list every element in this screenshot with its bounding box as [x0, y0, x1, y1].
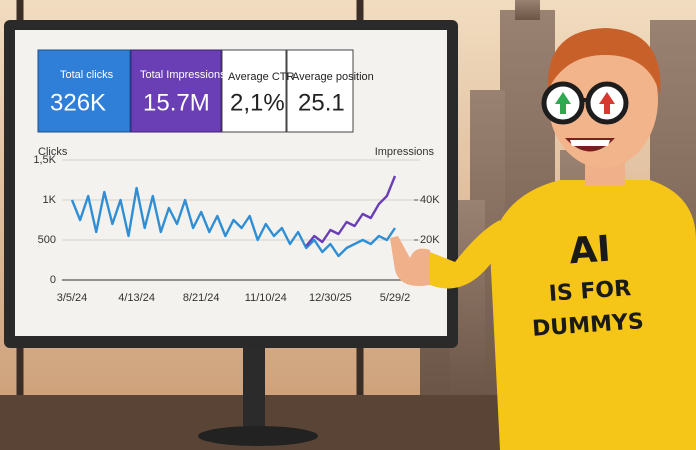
card-value: 25.1 — [298, 89, 345, 116]
y2-axis-title: Impressions — [375, 146, 435, 158]
y-tick-label: 500 — [38, 234, 56, 246]
character: AI IS FOR DUMMYS — [390, 28, 696, 450]
card-label: Total Impressions — [140, 69, 226, 81]
card — [221, 49, 287, 133]
y2-tick-label: 40K — [420, 194, 440, 206]
x-tick-label: 5/29/2 — [380, 292, 411, 304]
card-value: 2,1% — [230, 89, 285, 116]
hair — [547, 28, 661, 95]
arrow-up-green — [555, 92, 571, 114]
monitor-stand — [243, 340, 265, 430]
y-tick-label: 1K — [43, 194, 57, 206]
x-tick-label: 8/21/24 — [183, 292, 220, 304]
y-tick-label: 0 — [50, 274, 56, 286]
shirt — [490, 180, 696, 450]
card-label: Average position — [292, 71, 374, 83]
y-axis-title: Clicks — [38, 146, 68, 158]
x-tick-label: 4/13/24 — [118, 292, 155, 304]
shirt-text: IS FOR — [548, 276, 632, 307]
sleeve — [410, 220, 500, 289]
y-tick-label: 1,5K — [33, 154, 56, 166]
card-value: 326K — [50, 89, 106, 116]
shirt-text: AI — [568, 229, 612, 273]
teeth — [570, 140, 610, 146]
card — [37, 49, 131, 133]
card — [286, 49, 354, 133]
x-tick-label: 11/10/24 — [245, 292, 287, 304]
hand — [390, 236, 430, 286]
line-series — [305, 175, 397, 247]
y2-tick-label: 20K — [420, 234, 440, 246]
x-tick-label: 12/30/25 — [309, 292, 352, 304]
arrow-up-red — [599, 92, 615, 114]
chart: 0 500 1K 1,5K 20K 40K 3/5/24 4/13/24 8/21/24 11/1… — [33, 154, 440, 304]
card-label: Total clicks — [60, 69, 114, 81]
card — [130, 49, 222, 133]
x-tick-label: 3/5/24 — [57, 292, 88, 304]
monitor-base — [198, 426, 318, 446]
card-value: 15.7M — [143, 89, 210, 116]
line-series — [70, 186, 396, 258]
card-label: Average CTR — [228, 71, 294, 83]
